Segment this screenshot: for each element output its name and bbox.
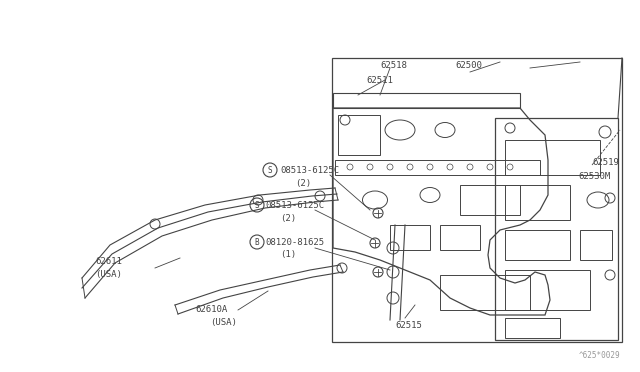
Text: 62518: 62518 xyxy=(380,61,407,70)
Text: 62515: 62515 xyxy=(395,321,422,330)
Text: 08120-81625: 08120-81625 xyxy=(265,237,324,247)
Text: 62511: 62511 xyxy=(366,76,393,84)
Text: 62610A: 62610A xyxy=(195,305,227,314)
Text: (2): (2) xyxy=(280,214,296,222)
Text: 08513-6125C: 08513-6125C xyxy=(280,166,339,174)
Text: 62519: 62519 xyxy=(592,157,619,167)
Text: 62530M: 62530M xyxy=(578,171,611,180)
Text: 62500: 62500 xyxy=(455,61,482,70)
Text: ^625*0029: ^625*0029 xyxy=(579,351,620,360)
Text: S: S xyxy=(268,166,272,174)
Text: (2): (2) xyxy=(295,179,311,187)
Text: (1): (1) xyxy=(280,250,296,260)
Text: (USA): (USA) xyxy=(210,317,237,327)
Text: (USA): (USA) xyxy=(95,269,122,279)
Text: S: S xyxy=(255,201,259,209)
Text: B: B xyxy=(255,237,259,247)
Text: 62611: 62611 xyxy=(95,257,122,266)
Text: 08513-6125C: 08513-6125C xyxy=(265,201,324,209)
